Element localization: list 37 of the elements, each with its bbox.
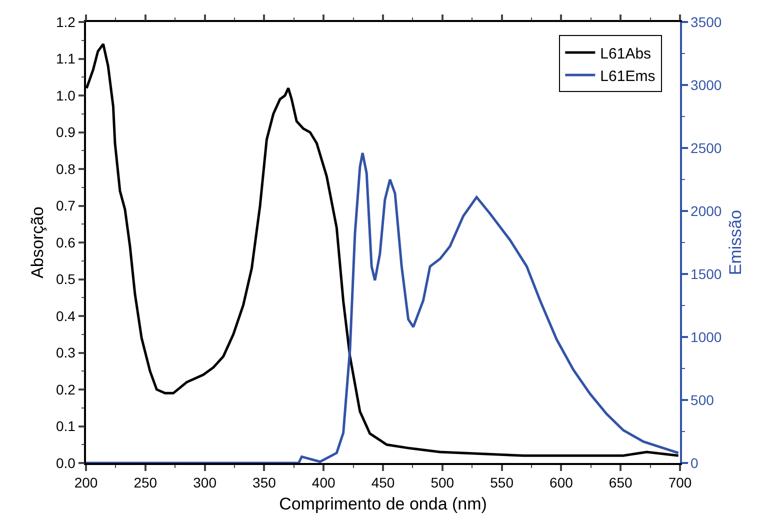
y-tick-label: 1.2 — [56, 14, 76, 30]
y2-tick-label: 1500 — [690, 266, 722, 282]
y-tick-label: 0.4 — [56, 308, 76, 324]
y-axis-title: Absorção — [28, 206, 48, 278]
y-tick-label: 0.9 — [56, 124, 76, 140]
x-tick-label: 200 — [74, 474, 98, 491]
y2-tick-label: 2000 — [690, 202, 722, 219]
y-tick-label: 1.1 — [56, 50, 76, 67]
x-tick-label: 300 — [193, 474, 217, 491]
y-tick-label: 1.0 — [56, 87, 76, 104]
y2-tick-label: 3500 — [690, 14, 722, 30]
x-tick-label: 600 — [550, 474, 574, 491]
legend-label: L61Abs — [600, 45, 652, 62]
y-tick-label: 0.1 — [56, 418, 76, 434]
x-axis-title: Comprimento de onda (nm) — [279, 494, 487, 514]
y2-tick-label: 1000 — [690, 328, 722, 345]
y-tick-label: 0.6 — [56, 234, 76, 250]
x-tick-label: 250 — [134, 474, 158, 491]
y2-tick-label: 2500 — [690, 140, 722, 156]
x-tick-label: 350 — [252, 474, 276, 491]
x-tick-label: 650 — [608, 474, 632, 491]
x-tick-label: 550 — [490, 474, 514, 491]
x-tick-label: 400 — [312, 474, 336, 491]
x-tick-label: 700 — [668, 474, 692, 491]
y2-tick-label: 500 — [690, 392, 714, 408]
x-tick-label: 450 — [371, 474, 395, 491]
legend-label: L61Ems — [600, 68, 656, 85]
x-tick-label: 500 — [430, 474, 454, 491]
y-tick-label: 0.0 — [56, 454, 76, 471]
y-tick-label: 0.7 — [56, 198, 76, 214]
y2-tick-label: 3000 — [690, 76, 722, 93]
y2-tick-label: 0 — [690, 454, 699, 471]
y-tick-label: 0.2 — [56, 381, 76, 398]
y-tick-label: 0.3 — [56, 344, 76, 361]
y2-axis-title: Emissão — [726, 210, 745, 276]
y-tick-label: 0.8 — [56, 160, 76, 177]
y-tick-label: 0.5 — [56, 271, 76, 288]
